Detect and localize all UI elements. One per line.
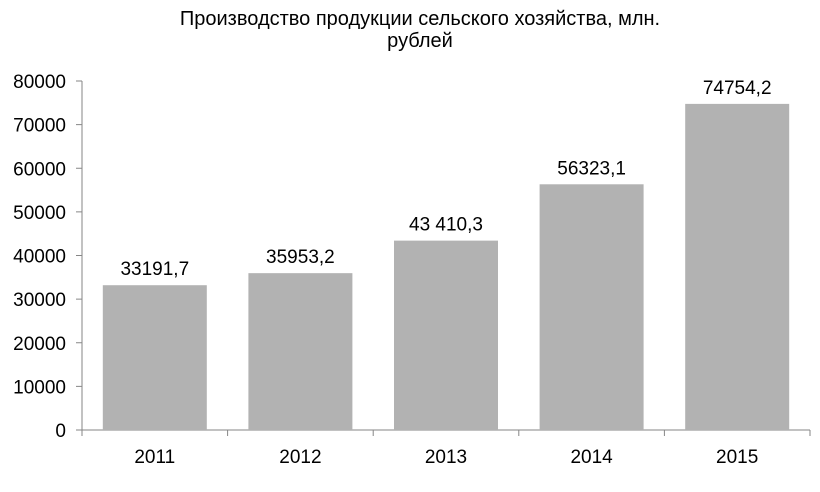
data-label: 33191,7	[120, 259, 189, 280]
y-axis-tick-label: 60000	[13, 159, 66, 180]
x-axis-category-label: 2013	[425, 447, 467, 468]
bar	[248, 273, 353, 430]
chart-title: Производство продукции сельского хозяйст…	[100, 8, 740, 52]
data-label: 74754,2	[703, 78, 772, 99]
x-axis-category-label: 2012	[279, 447, 321, 468]
y-axis-tick-label: 0	[55, 421, 66, 442]
y-axis-tick-label: 80000	[13, 72, 66, 93]
data-label: 56323,1	[557, 158, 626, 179]
x-axis-category-label: 2011	[134, 447, 175, 468]
y-axis-tick-label: 50000	[13, 203, 66, 224]
bar	[394, 240, 498, 430]
y-axis-tick-label: 40000	[13, 247, 66, 268]
y-axis-tick-label: 30000	[13, 290, 66, 311]
y-axis-tick-label: 10000	[13, 377, 66, 398]
data-label: 35953,2	[266, 247, 335, 268]
bar	[685, 103, 790, 431]
bar	[102, 285, 207, 430]
y-axis-tick-label: 20000	[13, 334, 66, 355]
data-label: 43 410,3	[409, 215, 483, 236]
y-axis-tick-label: 70000	[13, 116, 66, 137]
chart-title-line-1: Производство продукции сельского хозяйст…	[179, 8, 661, 30]
chart-title-line-2: рублей	[387, 30, 453, 52]
x-axis-category-label: 2015	[716, 447, 758, 468]
bar	[539, 184, 644, 430]
x-axis-category-label: 2014	[570, 447, 613, 468]
